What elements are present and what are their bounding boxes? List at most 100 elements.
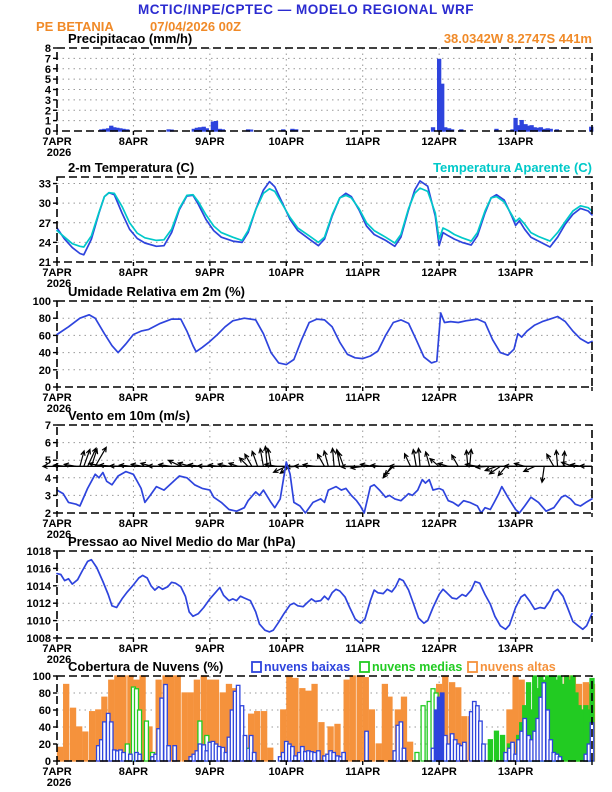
x-year-label: 2026	[47, 654, 71, 666]
wind-arrow	[553, 449, 560, 467]
x-tick-label: 8APR	[119, 518, 148, 530]
bar	[114, 675, 121, 762]
x-tick-label: 12APR	[421, 766, 457, 778]
plot-frame	[56, 675, 593, 762]
x-tick-label: 12APR	[421, 136, 457, 148]
legend-label: nuvens medias	[372, 660, 462, 674]
bar	[445, 743, 451, 762]
x-tick-label: 7APR	[42, 518, 71, 530]
chart-umidade-relativa-em-2m-: 0 20 40 60 80 100 7APR 8APR 9APR 10APR 11APR 12APR 1…	[33, 284, 593, 415]
series-temperatura-aparente	[56, 187, 593, 248]
line-path	[56, 180, 593, 256]
x-tick-label: 11APR	[345, 392, 380, 404]
bar	[519, 119, 524, 132]
y-tick-label: 1010	[27, 616, 51, 628]
x-tick-label: 9APR	[195, 136, 224, 148]
x-tick-label: 10APR	[269, 643, 305, 655]
x-tick-label: 12APR	[421, 267, 457, 279]
wind-arrow	[359, 462, 373, 468]
line-path	[56, 558, 593, 633]
wind-arrow	[497, 466, 507, 477]
x-tick-label: 11APR	[345, 267, 380, 279]
wind-arrow	[167, 459, 182, 467]
y-tick-label: 3	[45, 490, 51, 502]
chart-pressao-ao-nivel-medio-do-mar-hpa-: 1008 1010 1012 1014 1016 1018 7APR 8APR 9APR 10AP…	[27, 534, 593, 666]
wind-arrow	[238, 456, 249, 467]
chart-title: Precipitacao (mm/h)	[68, 31, 192, 46]
bar	[56, 746, 64, 762]
y-tick-label: 3	[45, 95, 51, 107]
x-tick-label: 12APR	[421, 518, 457, 530]
bar	[461, 741, 467, 762]
wind-arrow	[474, 464, 487, 470]
legend-label: nuvens altas	[480, 660, 556, 674]
chart-title-right: 38.0342W 8.2747S 441m	[444, 31, 592, 46]
bar	[430, 127, 436, 132]
x-tick-label: 13APR	[498, 518, 534, 530]
y-tick-label: 4	[45, 85, 52, 97]
wind-arrow	[416, 447, 422, 467]
y-tick-label: 7	[45, 53, 51, 65]
bar	[166, 745, 171, 762]
chart-title: Cobertura de Nuvens (%)	[68, 659, 223, 674]
x-tick-label: 9APR	[195, 643, 224, 655]
y-tick-label: 1	[45, 116, 51, 128]
x-tick-label: 11APR	[345, 643, 380, 655]
wind-arrow	[263, 462, 277, 468]
bar	[69, 707, 77, 762]
wind-arrow	[316, 452, 326, 467]
plot-frame	[56, 300, 593, 388]
y-tick-label: 27	[39, 218, 51, 230]
x-year-label: 2026	[47, 147, 71, 159]
y-tick-label: 2	[45, 105, 51, 117]
y-tick-label: 21	[39, 257, 51, 269]
wind-arrow	[216, 462, 230, 468]
x-tick-label: 10APR	[269, 766, 305, 778]
wind-arrow	[301, 462, 315, 468]
bar	[341, 751, 347, 762]
bar	[478, 720, 483, 762]
bar	[420, 705, 426, 762]
chart-title-right: Temperatura Aparente (C)	[433, 160, 592, 175]
wind-arrow	[468, 448, 474, 467]
x-tick-label: 9APR	[195, 766, 224, 778]
run-datetime: 07/04/2026 00Z	[150, 19, 242, 34]
wind-arrow	[265, 447, 272, 467]
y-tick-label: 1016	[27, 563, 51, 575]
bar	[368, 709, 376, 762]
bar	[406, 741, 414, 762]
plot-frame	[56, 176, 593, 263]
bar	[401, 747, 407, 762]
x-tick-label: 12APR	[421, 392, 457, 404]
wind-arrow	[546, 452, 555, 467]
wind-arrow	[146, 463, 163, 469]
x-tick-label: 9APR	[195, 392, 224, 404]
bar	[213, 121, 219, 132]
x-year-label: 2026	[47, 403, 71, 415]
wind-arrow	[157, 462, 172, 468]
wind-arrow	[513, 462, 526, 468]
wind-arrow	[272, 465, 287, 473]
y-tick-label: 1012	[27, 598, 51, 610]
series-vento-direcao	[41, 445, 593, 484]
wind-arrow	[436, 462, 449, 468]
wind-arrow	[337, 451, 345, 467]
x-tick-label: 8APR	[119, 643, 148, 655]
x-tick-label: 10APR	[269, 518, 305, 530]
x-tick-label: 8APR	[119, 267, 148, 279]
bar	[101, 721, 107, 762]
bar	[522, 717, 528, 762]
wind-arrow	[388, 463, 401, 469]
plot-frame	[56, 550, 593, 639]
wind-arrow	[258, 447, 264, 467]
x-tick-label: 11APR	[345, 136, 380, 148]
x-tick-label: 9APR	[195, 267, 224, 279]
bar	[364, 730, 369, 762]
wind-arrow	[369, 463, 382, 469]
wind-arrow	[349, 464, 363, 471]
y-tick-label: 7	[45, 420, 51, 432]
bar	[248, 129, 254, 132]
bar	[89, 711, 96, 762]
bar	[487, 739, 494, 762]
